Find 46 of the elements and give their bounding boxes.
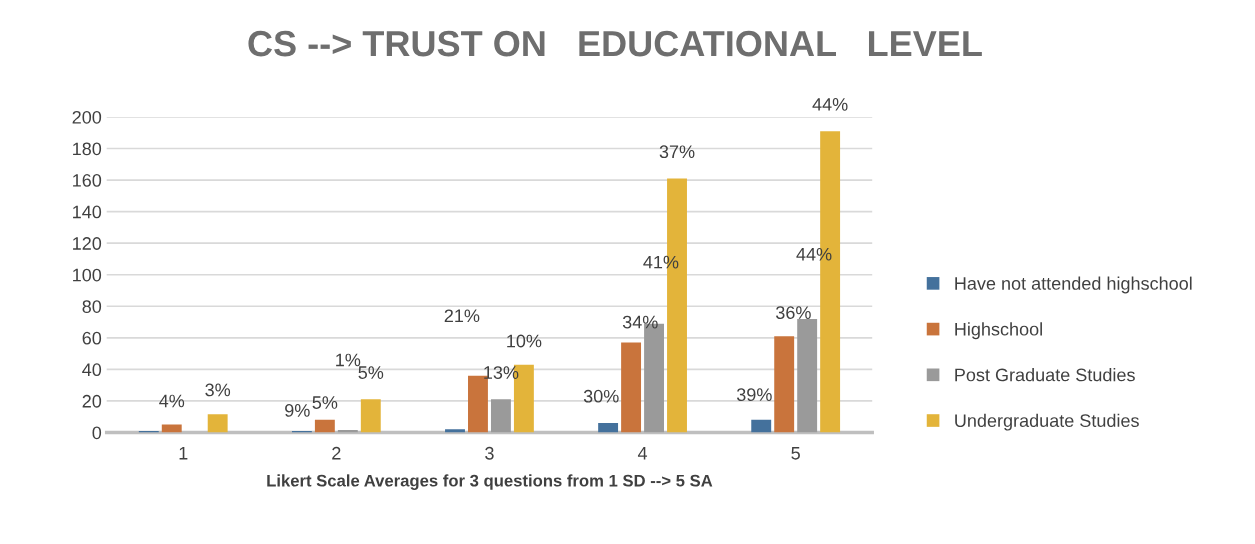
legend-label: Highschool xyxy=(955,322,1042,340)
annotation: 9% xyxy=(285,404,310,417)
bar xyxy=(797,318,818,433)
bar xyxy=(445,429,465,433)
y-tick-label: 0 xyxy=(92,426,102,440)
annotation: 30% xyxy=(583,389,619,403)
annotation: 5% xyxy=(358,366,384,379)
x-tick-label: 5 xyxy=(791,447,800,460)
x-tick-label: 1 xyxy=(179,447,188,460)
annotation: 3% xyxy=(205,383,231,397)
y-tick-label: 80 xyxy=(82,300,102,313)
annotation: 10% xyxy=(507,334,542,348)
annotation: 34% xyxy=(622,315,658,329)
bar xyxy=(751,419,772,433)
annotation: 4% xyxy=(159,394,185,408)
chart-title: CS --> TRUST ON EDUCATIONAL LEVEL xyxy=(248,30,982,57)
bar xyxy=(314,419,335,433)
y-tick-label: 60 xyxy=(82,331,102,345)
x-tick-label: 4 xyxy=(637,447,648,460)
bar xyxy=(621,342,642,433)
legend-label: Post Graduate Studies xyxy=(955,368,1135,382)
legend-label: Undergraduate Studies xyxy=(955,413,1139,431)
y-tick-label: 40 xyxy=(82,363,102,377)
x-axis-title: Likert Scale Averages for 3 questions from 1 SD --> 5 SA xyxy=(267,474,713,490)
annotation: 1% xyxy=(336,353,361,367)
annotation: 39% xyxy=(736,388,772,402)
annotation: 5% xyxy=(312,396,338,409)
annotation: 37% xyxy=(659,145,695,159)
bar xyxy=(774,336,795,433)
y-tick-label: 180 xyxy=(73,142,102,156)
y-tick-label: 140 xyxy=(73,205,102,219)
annotation: 21% xyxy=(444,309,480,323)
y-tick-label: 200 xyxy=(72,110,102,124)
y-tick-label: 20 xyxy=(82,394,102,408)
legend-label: Have not attended highschool xyxy=(955,276,1192,294)
bar xyxy=(598,423,619,433)
y-tick-label: 100 xyxy=(73,268,102,282)
x-tick-label: 3 xyxy=(485,446,494,460)
x-tick-label: 2 xyxy=(332,446,341,460)
annotation: 36% xyxy=(775,306,811,320)
y-tick-label: 120 xyxy=(73,237,102,250)
text: 44% xyxy=(812,98,848,111)
bar xyxy=(360,399,381,433)
y-tick-label: 160 xyxy=(73,174,102,187)
bar xyxy=(490,399,511,433)
bar xyxy=(207,414,228,433)
